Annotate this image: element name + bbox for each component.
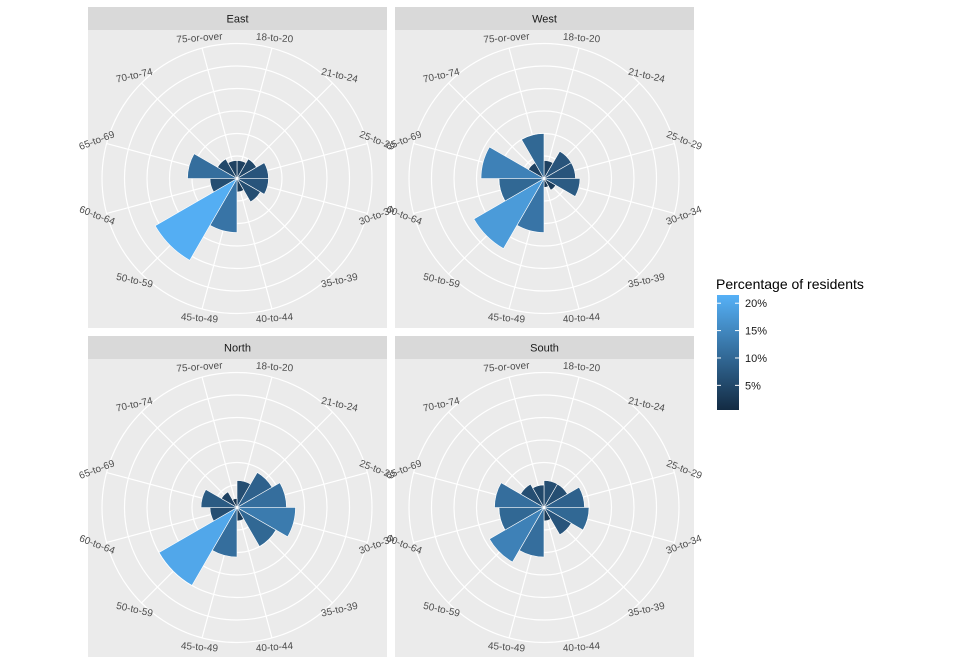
radial-gridline [101,42,373,315]
radial-gridline [430,65,658,292]
category-tick-label: 75-or-over [483,31,530,45]
bar-75-or-over [532,484,545,509]
angular-gridline [236,47,273,179]
facet-strip [88,7,387,30]
bar-30-to-34 [235,178,269,195]
legend-label: 5% [745,380,761,392]
radial-gridline [123,65,351,292]
angular-gridline [448,82,545,179]
category-tick-label: 45-to-49 [180,312,218,326]
radial-gridline [408,42,680,315]
category-tick-label: 40-to-44 [563,641,601,655]
category-tick-label: 45-to-49 [180,641,218,655]
facet-north: North18-to-2021-to-2425-to-2930-to-3435-… [78,336,397,657]
category-tick-label: 18-to-20 [563,361,601,375]
bar-50-to-59 [473,177,545,250]
bar-65-to-69 [187,153,239,179]
facet-strip [395,7,694,30]
bar-65-to-69 [480,146,546,179]
legend-title: Percentage of residents [716,276,864,292]
bar-30-to-34 [235,507,296,538]
bar-35-to-39 [236,177,261,203]
category-tick-label: 40-to-44 [256,312,294,326]
radial-gridline [430,394,658,621]
radial-gridline [475,110,613,247]
legend-label: 10% [745,353,767,365]
legend-colorbar [717,295,739,410]
radial-gridline [453,87,635,270]
angular-gridline [236,178,273,310]
radial-gridline [168,110,306,247]
bar-75-or-over [232,498,238,509]
angular-gridline [543,47,580,179]
bar-30-to-34 [542,178,581,197]
angular-gridline [201,47,238,179]
category-tick-label: 18-to-20 [256,361,294,375]
radial-gridline [453,416,635,599]
color-legend: Percentage of residents 5% 10% 15% 20% [716,276,864,410]
facet-east: East18-to-2021-to-2425-to-2930-to-3435-t… [78,7,397,328]
angular-gridline [141,411,238,508]
bar-75-or-over [227,160,238,180]
category-tick-label: 75-or-over [176,360,223,374]
category-tick-label: 75-or-over [483,360,530,374]
category-tick-label: 18-to-20 [563,32,601,46]
facet-strip [88,336,387,359]
angular-gridline [201,376,238,508]
facet-strip-label: East [226,14,248,26]
bar-70-to-74 [221,491,238,509]
facet-panels: East18-to-2021-to-2425-to-2930-to-3435-t… [78,7,704,657]
angular-gridline [543,507,580,639]
bar-50-to-59 [489,506,545,563]
radial-gridline [146,87,328,270]
angular-gridline [543,178,640,275]
bar-35-to-39 [543,506,572,536]
bar-30-to-34 [542,507,590,531]
radial-gridline [475,439,613,576]
radial-gridline [101,371,373,644]
legend-label: 20% [745,298,767,310]
radial-gridline [408,371,680,644]
category-tick-label: 18-to-20 [256,32,294,46]
bar-75-or-over [521,133,545,180]
facet-west: West18-to-2021-to-2425-to-2930-to-3435-t… [385,7,704,328]
angular-gridline [236,507,273,639]
facet-strip-label: South [530,343,559,355]
facet-strip [395,336,694,359]
bar-65-to-69 [494,482,546,508]
bar-50-to-59 [158,506,238,586]
bar-50-to-59 [154,177,238,261]
angular-gridline [543,178,580,310]
category-tick-label: 45-to-49 [487,641,525,655]
facet-south: South18-to-2021-to-2425-to-2930-to-3435-… [385,336,704,657]
bar-35-to-39 [543,177,557,191]
bar-70-to-74 [520,483,545,509]
radial-gridline [123,394,351,621]
category-tick-label: 45-to-49 [487,312,525,326]
bar-65-to-69 [200,489,239,508]
radial-gridline [146,416,328,599]
category-tick-label: 40-to-44 [256,641,294,655]
legend-ticks: 5% 10% 15% 20% [717,298,767,392]
bar-35-to-39 [236,506,277,547]
facet-strip-label: West [532,14,557,26]
bar-70-to-74 [217,158,238,180]
facet-strip-label: North [224,343,251,355]
category-tick-label: 40-to-44 [563,312,601,326]
radial-gridline [168,439,306,576]
category-tick-label: 75-or-over [176,31,223,45]
legend-label: 15% [745,326,767,338]
